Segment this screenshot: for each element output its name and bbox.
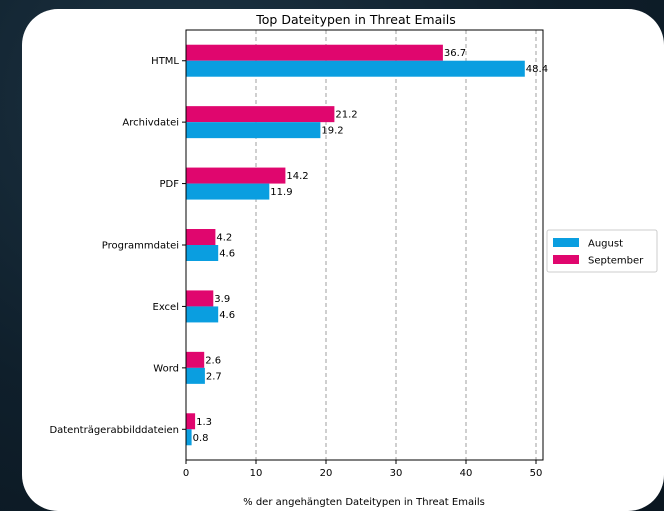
axes: 0 10 20 30 40 50 HTML Archivdatei PDF Programmdat… (49, 56, 542, 479)
grid-lines (255, 30, 537, 460)
legend: August September (546, 229, 658, 273)
x-axis-label: % der angehängten Dateitypen in Threat E… (243, 497, 485, 508)
category-label: Word (153, 363, 179, 374)
data-label: 36.7 (444, 48, 466, 59)
category-label: Excel (153, 302, 180, 313)
data-label: 14.2 (286, 171, 308, 182)
x-tick-label: 20 (320, 468, 333, 479)
bar-august (186, 183, 270, 200)
legend-entry: September (588, 256, 644, 267)
bar-august (186, 245, 219, 261)
bars (186, 44, 525, 446)
category-label: PDF (160, 179, 180, 190)
data-label: 19.2 (321, 126, 343, 137)
x-tick-label: 0 (183, 468, 189, 479)
data-label: 1.3 (196, 417, 212, 428)
data-label: 2.7 (206, 371, 222, 382)
data-label: 4.2 (216, 233, 232, 244)
x-tick-label: 40 (460, 468, 473, 479)
data-label: 11.9 (270, 187, 292, 198)
bar-august (186, 306, 219, 323)
bar-august (186, 367, 205, 384)
bar-september (186, 290, 214, 307)
bar-september (186, 167, 286, 184)
data-label: 0.8 (193, 433, 209, 444)
bar-august (186, 429, 192, 446)
bar-september (186, 413, 196, 430)
category-label: Archivdatei (122, 118, 179, 129)
bar-august (186, 60, 525, 77)
data-label: 2.6 (205, 355, 221, 366)
legend-entry: August (588, 239, 623, 250)
bar-chart: Top Dateitypen in Threat Emails 36.7 48.4… (49, 12, 658, 508)
data-label: 21.2 (335, 110, 357, 121)
bar-september (186, 351, 205, 368)
chart-card: Top Dateitypen in Threat Emails 36.7 48.4… (22, 9, 664, 511)
data-label: 4.6 (219, 310, 235, 321)
data-label: 48.4 (526, 64, 548, 75)
data-label: 4.6 (219, 249, 235, 260)
x-tick-label: 10 (250, 468, 263, 479)
bar-august (186, 122, 321, 139)
category-label: HTML (151, 56, 179, 67)
bar-september (186, 106, 335, 123)
x-tick-label: 50 (530, 468, 543, 479)
legend-swatch (553, 238, 579, 247)
data-labels: 36.7 48.4 21.2 19.2 14.2 11.9 4.2 4.6 3.9 4.6 2.6 2… (193, 48, 548, 444)
data-label: 3.9 (214, 294, 230, 305)
category-label: Programmdatei (102, 241, 179, 252)
chart-title: Top Dateitypen in Threat Emails (255, 12, 455, 27)
bar-september (186, 44, 443, 61)
plot-frame (185, 29, 544, 461)
legend-swatch (553, 255, 579, 264)
x-tick-label: 30 (390, 468, 403, 479)
category-label: Datenträgerabbilddateien (49, 425, 179, 436)
bar-september (186, 229, 216, 245)
